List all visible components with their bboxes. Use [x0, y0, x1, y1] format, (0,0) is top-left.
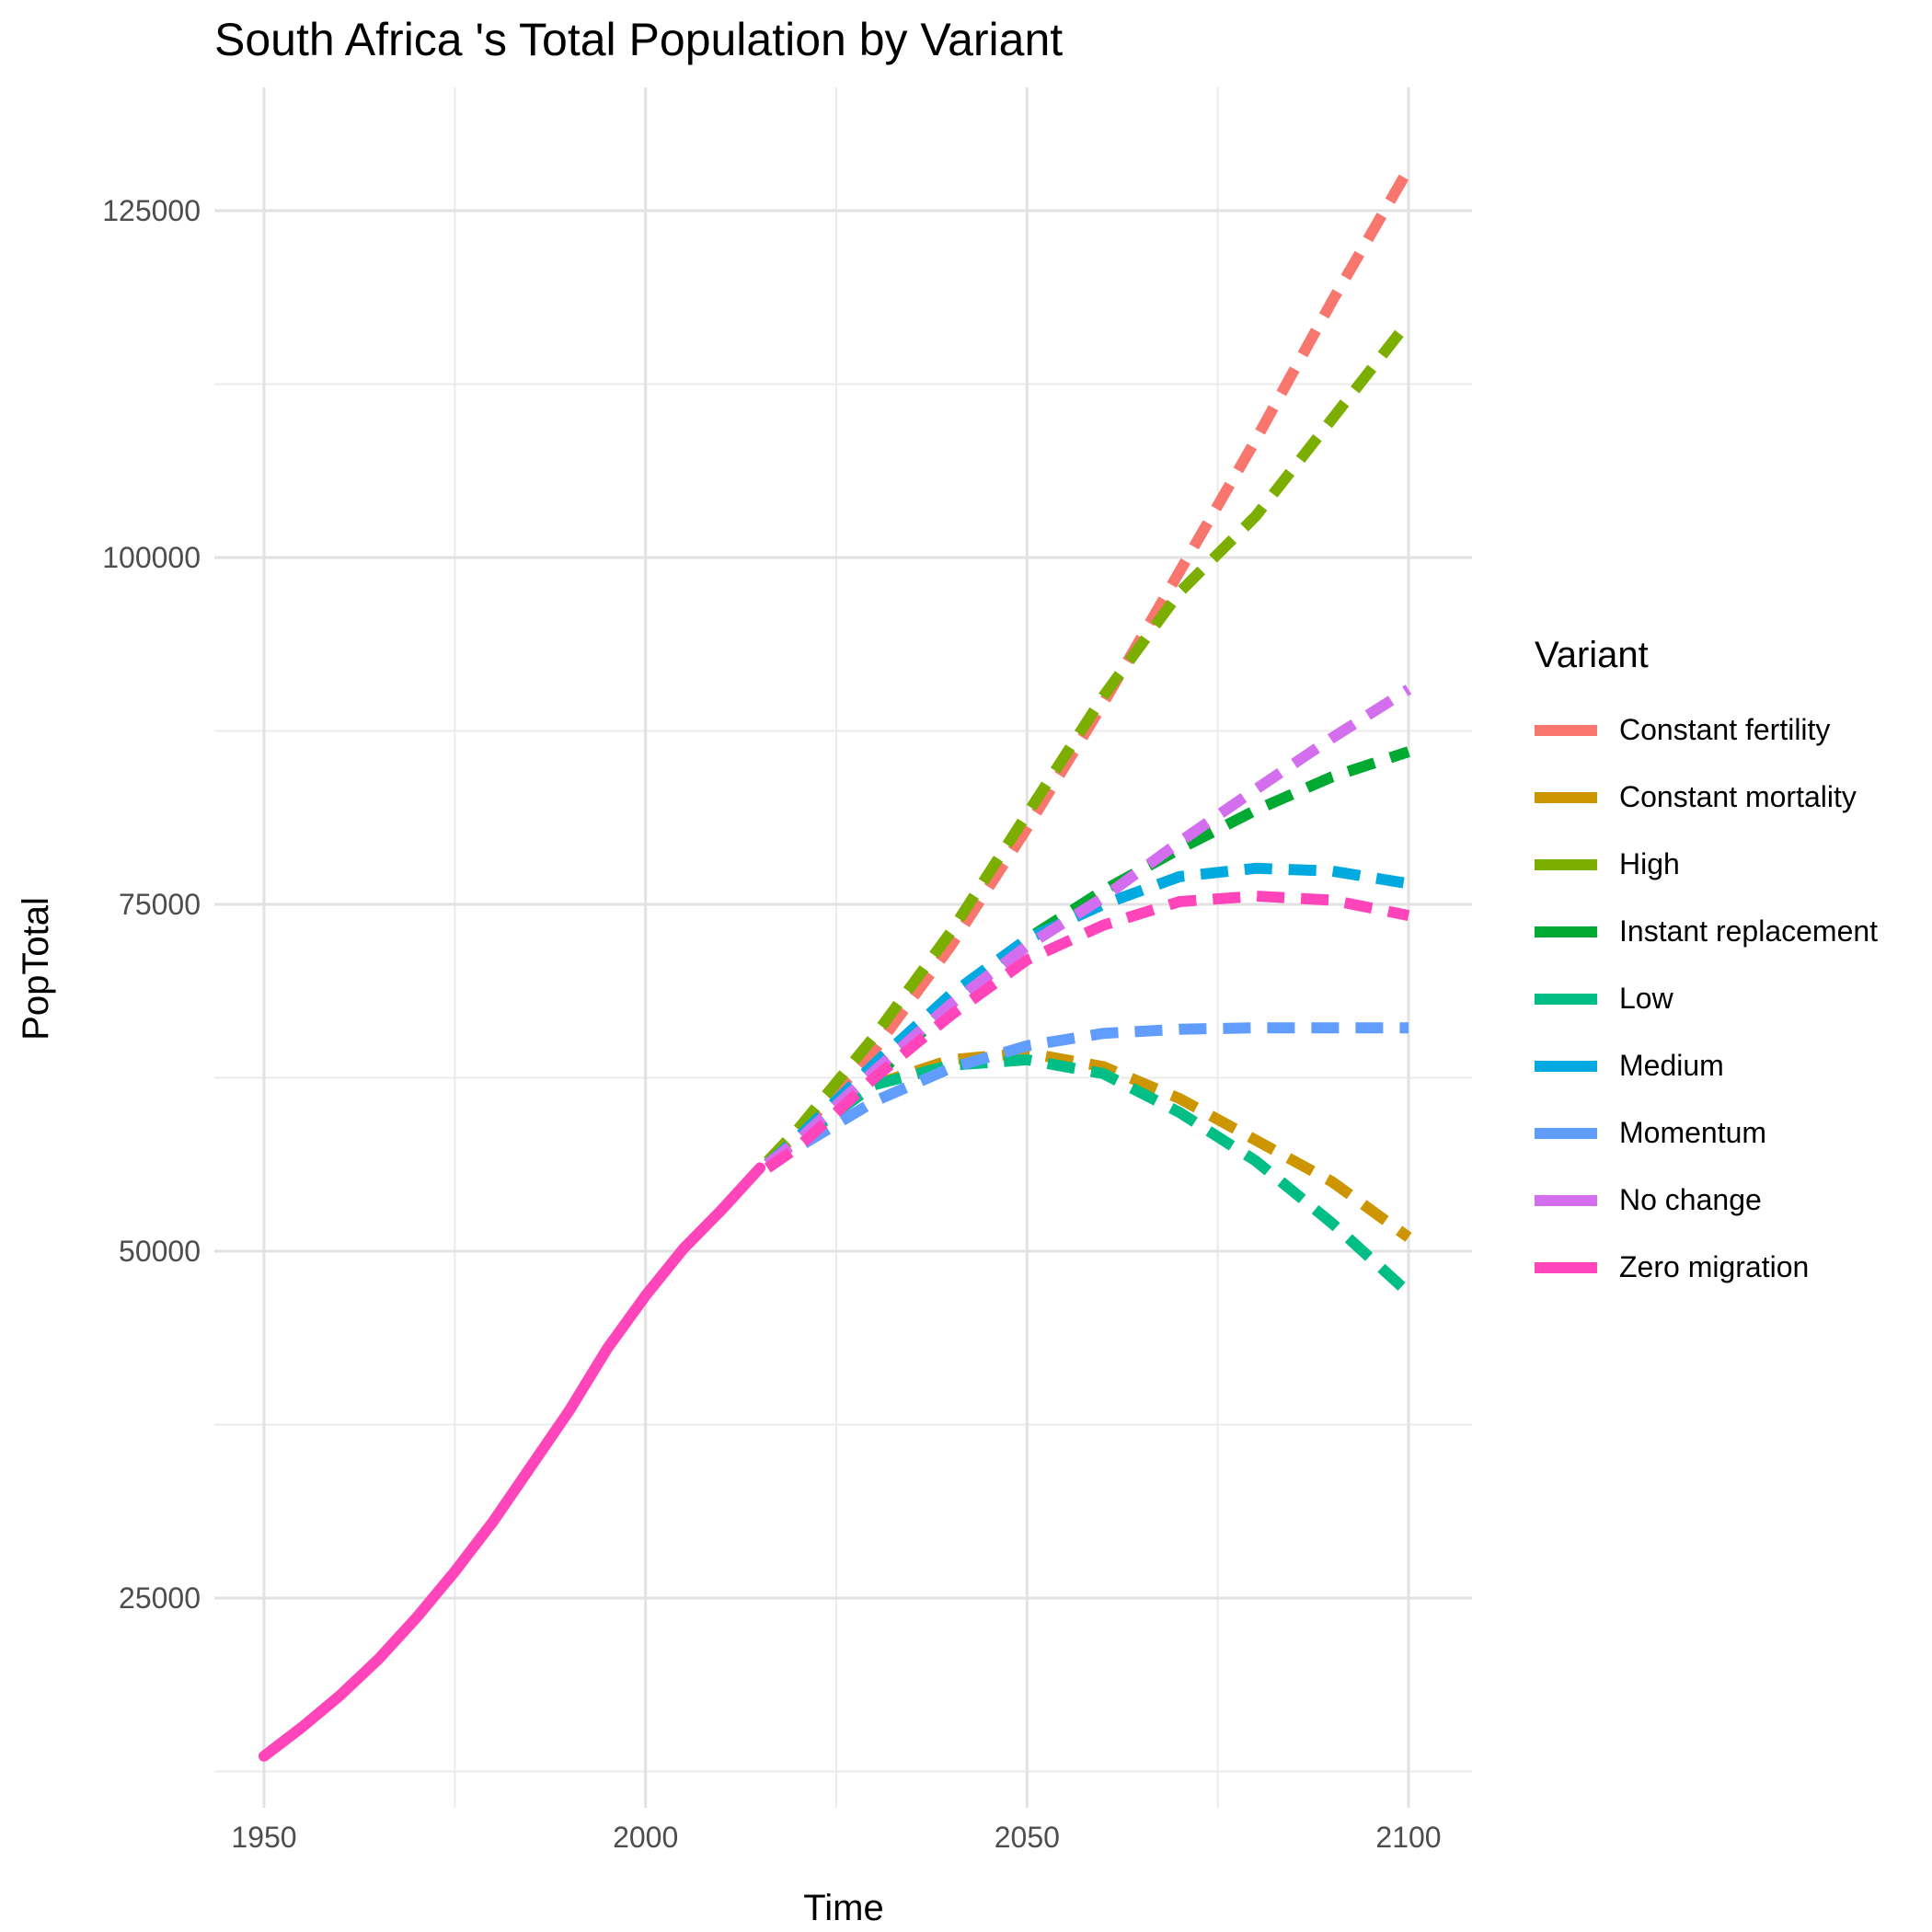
y-tick-label: 75000 — [119, 888, 201, 921]
y-tick-label: 100000 — [102, 541, 201, 574]
legend-key — [1535, 858, 1597, 870]
legend-key — [1535, 926, 1597, 937]
legend-item: Zero migration — [1535, 1234, 1878, 1301]
legend-item: Momentum — [1535, 1099, 1878, 1167]
legend-item: No change — [1535, 1167, 1878, 1234]
legend-item: High — [1535, 831, 1878, 898]
x-tick-label: 2050 — [995, 1821, 1060, 1854]
legend-label: Low — [1619, 982, 1673, 1015]
series-line-constant-fertility — [764, 166, 1414, 1166]
series-lines — [259, 166, 1414, 1762]
axis-labels: 1950 2000 2050 2100 25000 50000 75000 100000 125… — [102, 194, 1441, 1854]
legend-key — [1535, 1261, 1597, 1273]
legend-label: Constant fertility — [1619, 713, 1831, 746]
history-line — [259, 1162, 766, 1762]
legend-title: Variant — [1535, 635, 1649, 675]
legend-key — [1535, 993, 1597, 1005]
x-tick-label: 2100 — [1375, 1821, 1441, 1854]
legend-item: Instant replacement — [1535, 898, 1878, 965]
x-axis-title: Time — [803, 1888, 883, 1928]
gridlines — [214, 87, 1472, 1808]
series-line-high — [764, 317, 1413, 1166]
legend-item: Low — [1535, 965, 1878, 1032]
legend-key — [1535, 791, 1597, 803]
legend-label: Zero migration — [1619, 1250, 1810, 1283]
x-tick-label: 1950 — [231, 1821, 296, 1854]
series-line-momentum — [765, 1022, 1409, 1173]
legend-label: No change — [1619, 1183, 1762, 1216]
legend-key — [1535, 724, 1597, 736]
series-line-instant-replacement — [764, 746, 1410, 1168]
y-tick-label: 25000 — [119, 1581, 201, 1615]
legend-item: Constant fertility — [1535, 696, 1878, 764]
y-axis-title: PopTotal — [16, 897, 56, 1041]
series-line-zero-migration — [765, 891, 1410, 1173]
legend: Variant Constant fertility Constant morta… — [1535, 635, 1878, 1301]
legend-label: Constant mortality — [1619, 780, 1857, 813]
legend-item: Constant mortality — [1535, 764, 1878, 831]
legend-label: Instant replacement — [1619, 914, 1879, 948]
legend-items: Constant fertility Constant mortality High… — [1535, 696, 1878, 1301]
series-line-low — [764, 1053, 1413, 1297]
legend-item: Medium — [1535, 1032, 1878, 1099]
legend-label: High — [1619, 847, 1680, 880]
legend-label: Momentum — [1619, 1116, 1767, 1149]
legend-key — [1535, 1194, 1597, 1206]
y-tick-label: 50000 — [119, 1235, 201, 1268]
series-line-constant-mortality — [764, 1047, 1412, 1242]
x-tick-label: 2000 — [613, 1821, 678, 1854]
legend-key — [1535, 1127, 1597, 1139]
legend-label: Medium — [1619, 1049, 1724, 1082]
y-tick-label: 125000 — [102, 194, 201, 227]
chart-title: South Africa 's Total Population by Vari… — [214, 14, 1064, 65]
legend-key — [1535, 1060, 1597, 1072]
